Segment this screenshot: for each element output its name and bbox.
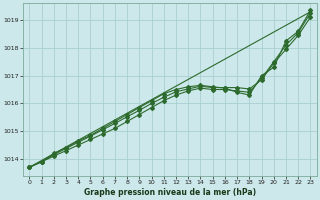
X-axis label: Graphe pression niveau de la mer (hPa): Graphe pression niveau de la mer (hPa) (84, 188, 256, 197)
